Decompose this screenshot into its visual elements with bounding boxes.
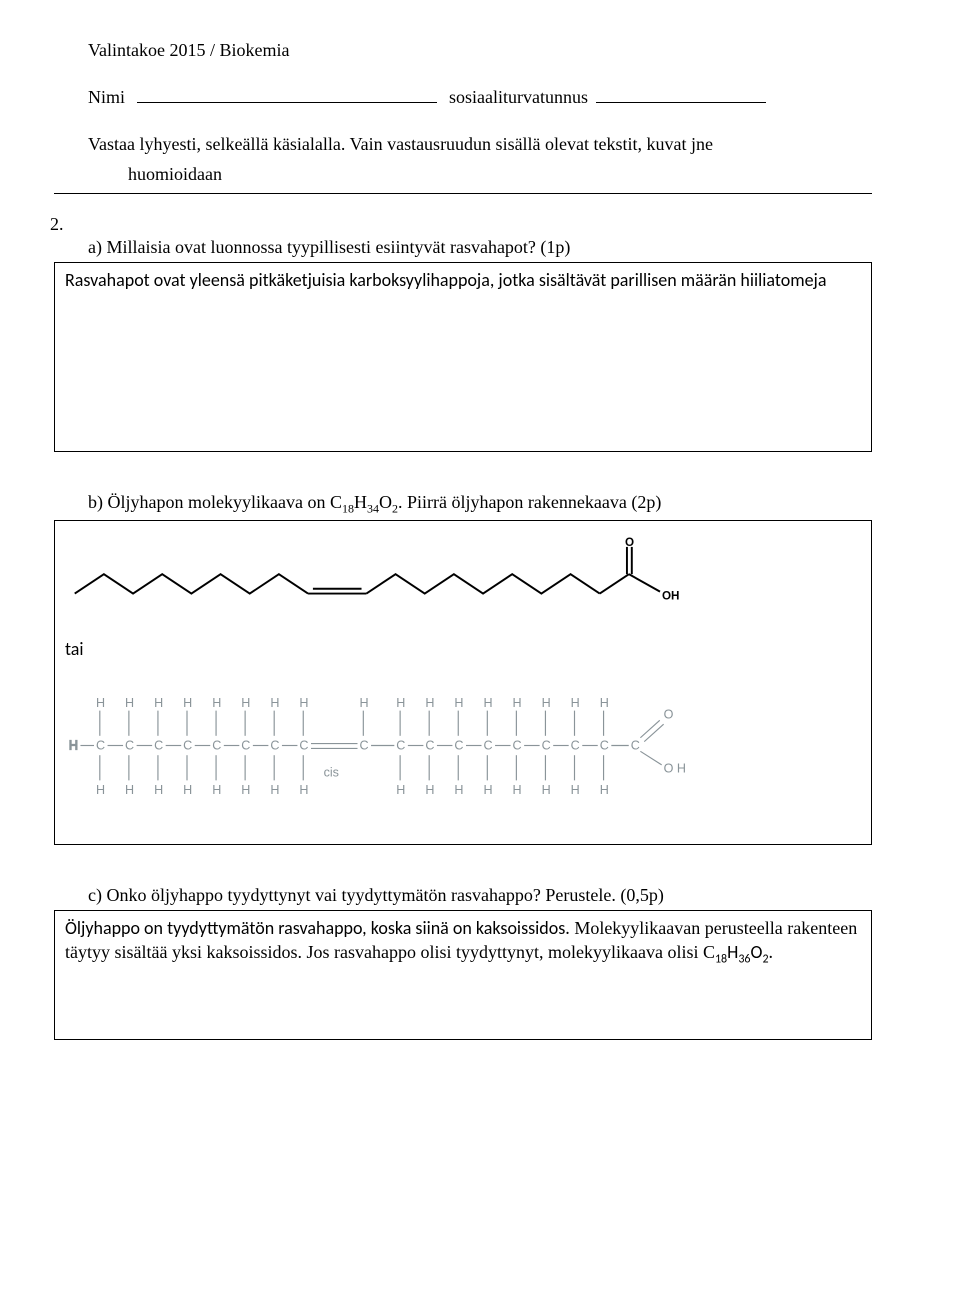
svg-text:C: C [154, 739, 163, 753]
svg-text:C: C [359, 739, 368, 753]
svg-text:H: H [299, 783, 308, 797]
svg-text:H: H [483, 783, 492, 797]
svg-text:H: H [270, 696, 279, 710]
svg-text:H: H [69, 739, 78, 753]
svg-text:H: H [542, 783, 551, 797]
svg-text:C: C [571, 739, 580, 753]
svg-text:H: H [425, 783, 434, 797]
oleic-acid-structure-diagram: O OH [65, 527, 861, 630]
page-header-title: Valintakoe 2015 / Biokemia [88, 40, 872, 61]
question-b-prompt: b) Öljyhapon molekyylikaava on C18H34O2.… [88, 492, 872, 517]
answer-c-text: Öljyhappo on tyydyttymätön rasvahappo, k… [65, 917, 861, 968]
svg-text:C: C [425, 739, 434, 753]
svg-text:H: H [96, 696, 105, 710]
svg-text:H: H [571, 783, 580, 797]
c-mid1: H [727, 941, 738, 963]
tai-label: tai [65, 638, 861, 660]
ssn-underline [596, 85, 766, 103]
svg-text:H: H [125, 696, 134, 710]
svg-text:O H: O H [664, 762, 686, 776]
c-sub1: 18 [715, 952, 727, 966]
svg-text:C: C [125, 739, 134, 753]
handdrawn-svg: H [65, 668, 805, 823]
svg-text:H: H [154, 696, 163, 710]
svg-text:O: O [664, 708, 674, 722]
svg-text:C: C [96, 739, 105, 753]
svg-text:C: C [183, 739, 192, 753]
answer-box-c: Öljyhappo on tyydyttymätön rasvahappo, k… [54, 910, 872, 1040]
svg-text:H: H [299, 696, 308, 710]
c-mid2: O [751, 941, 763, 963]
svg-text:H: H [270, 783, 279, 797]
c-ans-l1: Öljyhappo on tyydyttymätön rasvahappo, k… [65, 917, 570, 939]
svg-text:H: H [396, 696, 405, 710]
o-label: O [625, 536, 634, 549]
svg-text:H: H [425, 696, 434, 710]
svg-text:H: H [542, 696, 551, 710]
svg-text:H: H [513, 696, 522, 710]
question-number: 2. [50, 214, 872, 235]
name-ssn-row: Nimi sosiaaliturvatunnus [88, 85, 872, 108]
b-sub1: 18 [342, 501, 354, 515]
c-sub2: 36 [738, 952, 750, 966]
svg-text:H: H [212, 783, 221, 797]
svg-text:H: H [183, 696, 192, 710]
svg-text:H: H [600, 696, 609, 710]
svg-text:H: H [125, 783, 134, 797]
svg-text:H: H [183, 783, 192, 797]
answer-a-text: Rasvahapot ovat yleensä pitkäketjuisia k… [65, 269, 861, 292]
svg-text:H: H [396, 783, 405, 797]
svg-text:H: H [241, 783, 250, 797]
ssn-label: sosiaaliturvatunnus [449, 87, 588, 108]
c-tail: . [769, 941, 774, 963]
svg-text:C: C [513, 739, 522, 753]
b-prefix: b) Öljyhapon molekyylikaava on C [88, 492, 342, 512]
svg-text:H: H [96, 783, 105, 797]
divider [54, 193, 872, 194]
oleic-acid-svg: O OH [65, 535, 765, 623]
b-mid2: O [379, 492, 392, 512]
svg-text:H: H [600, 783, 609, 797]
instructions-line1: Vastaa lyhyesti, selkeällä käsialalla. V… [88, 132, 872, 156]
b-sub2: 34 [367, 501, 379, 515]
svg-text:C: C [212, 739, 221, 753]
handdrawn-structure: H [65, 660, 861, 836]
svg-text:C: C [600, 739, 609, 753]
svg-text:C: C [396, 739, 405, 753]
b-mid1: H [354, 492, 367, 512]
name-underline [137, 85, 437, 103]
answer-box-b: O OH tai H [54, 520, 872, 845]
cis-label: cis [324, 766, 339, 780]
svg-text:C: C [299, 739, 308, 753]
b-suffix: . Piirrä öljyhapon rakennekaava (2p) [398, 492, 661, 512]
svg-text:C: C [483, 739, 492, 753]
svg-text:H: H [359, 696, 368, 710]
svg-text:H: H [212, 696, 221, 710]
svg-text:H: H [454, 783, 463, 797]
name-label: Nimi [88, 87, 125, 108]
svg-text:H: H [513, 783, 522, 797]
svg-text:H: H [571, 696, 580, 710]
oh-label: OH [662, 590, 679, 603]
question-c-prompt: c) Onko öljyhappo tyydyttynyt vai tyydyt… [88, 885, 872, 906]
svg-text:H: H [154, 783, 163, 797]
svg-text:H: H [454, 696, 463, 710]
svg-text:C: C [631, 739, 640, 753]
svg-text:C: C [542, 739, 551, 753]
question-a-prompt: a) Millaisia ovat luonnossa tyypillisest… [88, 237, 872, 258]
answer-box-a: Rasvahapot ovat yleensä pitkäketjuisia k… [54, 262, 872, 452]
svg-text:C: C [454, 739, 463, 753]
svg-text:C: C [241, 739, 250, 753]
svg-text:C: C [270, 739, 279, 753]
instructions-line2: huomioidaan [88, 162, 872, 186]
svg-text:H: H [241, 696, 250, 710]
svg-text:H: H [483, 696, 492, 710]
